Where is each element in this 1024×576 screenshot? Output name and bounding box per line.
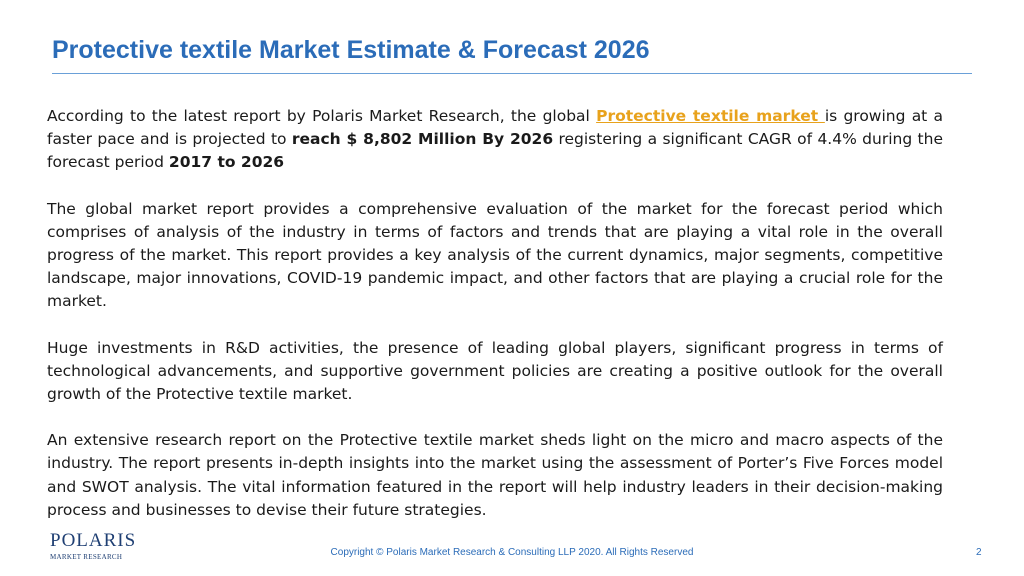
intro-text-1: According to the latest report by Polari… xyxy=(47,107,597,125)
page-number: 2 xyxy=(976,547,982,558)
logo-wordmark: POLARIS xyxy=(50,530,137,551)
paragraph-investments: Huge investments in R&D activities, the … xyxy=(47,338,943,404)
forecast-period-highlight: 2017 to 2026 xyxy=(168,153,285,172)
intro-text-3: registering a significant CAGR of 4.4% d… xyxy=(47,130,943,172)
logo-subtitle: MARKET RESEARCH xyxy=(50,553,123,561)
body-content: According to the latest report by Polari… xyxy=(47,105,943,522)
paragraph-research-report: An extensive research report on the Prot… xyxy=(47,431,943,519)
market-value-highlight: reach $ 8,802 Million By 2026 xyxy=(291,130,554,149)
page-title: Protective textile Market Estimate & For… xyxy=(52,36,650,64)
intro-text-2: is growing at a faster pace and is proje… xyxy=(47,107,943,149)
polaris-logo: POLARIS MARKET RESEARCH xyxy=(50,530,140,566)
paragraph-intro: According to the latest report by Polari… xyxy=(47,105,943,175)
paragraph-evaluation: The global market report provides a comp… xyxy=(47,199,943,311)
footer-copyright: Copyright © Polaris Market Research & Co… xyxy=(330,547,694,558)
title-divider xyxy=(52,73,972,74)
protective-textile-market-link[interactable]: Protective textile market xyxy=(596,107,825,125)
